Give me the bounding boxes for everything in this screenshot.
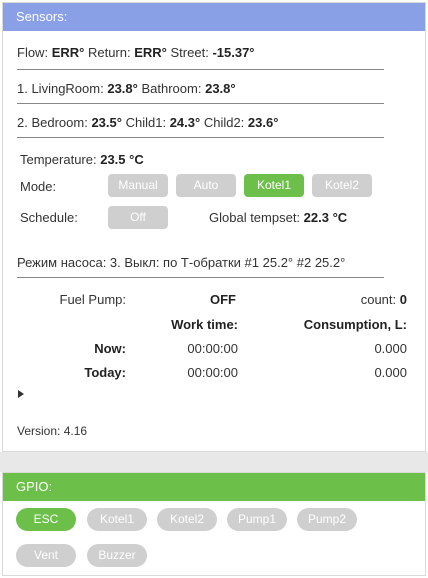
living-value: 23.8° <box>107 81 138 96</box>
gpio-header: GPIO: <box>3 473 425 501</box>
gpio-kotel1-button[interactable]: Kotel1 <box>87 508 147 531</box>
mode-kotel1-button[interactable]: Kotel1 <box>244 174 304 197</box>
street-value: -15.37° <box>212 45 254 60</box>
divider <box>17 137 384 138</box>
gpio-pump1-button[interactable]: Pump1 <box>227 508 287 531</box>
flow-value: ERR° <box>52 45 85 60</box>
global-tempset-value: 22.3 °C <box>304 210 348 225</box>
gpio-esc-button[interactable]: ESC <box>16 508 76 531</box>
now-time: 00:00:00 <box>143 341 238 356</box>
gpio-buzzer-button[interactable]: Buzzer <box>87 544 147 567</box>
section-gap <box>0 452 428 472</box>
work-time-header: Work time: <box>143 317 238 332</box>
flow-label: Flow: <box>17 45 48 60</box>
divider <box>17 277 384 278</box>
schedule-off-button[interactable]: Off <box>108 206 168 229</box>
sensor-row-room2: 2. Bedroom: 23.5° Child1: 24.3° Child2: … <box>17 115 278 130</box>
sensor-row-flow: Flow: ERR° Return: ERR° Street: -15.37° <box>17 45 255 60</box>
schedule-label: Schedule: <box>20 210 78 225</box>
fuel-pump-label: Fuel Pump: <box>23 292 126 307</box>
living-label: 1. LivingRoom: <box>17 81 104 96</box>
fuel-pump-state: OFF <box>210 292 236 307</box>
mode-label: Mode: <box>20 179 56 194</box>
today-consumption: 0.000 <box>303 365 407 380</box>
pump-mode-status: Режим насоса: 3. Выкл: по Т-обратки #1 2… <box>17 255 345 270</box>
mode-auto-button[interactable]: Auto <box>176 174 236 197</box>
child2-value: 23.6° <box>248 115 279 130</box>
fuel-count: count: 0 <box>303 292 407 307</box>
version-text: Version: 4.16 <box>17 424 87 438</box>
global-tempset-label: Global tempset: <box>209 210 300 225</box>
mode-kotel2-button[interactable]: Kotel2 <box>312 174 372 197</box>
temperature-label: Temperature: <box>20 152 97 167</box>
gpio-vent-button[interactable]: Vent <box>16 544 76 567</box>
return-value: ERR° <box>134 45 167 60</box>
child1-value: 24.3° <box>170 115 201 130</box>
mode-manual-button[interactable]: Manual <box>108 174 168 197</box>
divider <box>17 103 384 104</box>
bathroom-label: Bathroom: <box>141 81 201 96</box>
bathroom-value: 23.8° <box>205 81 236 96</box>
gpio-kotel2-button[interactable]: Kotel2 <box>157 508 217 531</box>
today-label: Today: <box>23 365 126 380</box>
temperature-row: Temperature: 23.5 °C <box>20 152 144 167</box>
global-tempset: Global tempset: 22.3 °C <box>209 210 347 225</box>
street-label: Street: <box>171 45 209 60</box>
sensors-panel: Sensors: Flow: ERR° Return: ERR° Street:… <box>2 2 426 452</box>
gpio-panel: GPIO: ESC Kotel1 Kotel2 Pump1 Pump2 Vent… <box>2 472 426 576</box>
child2-label: Child2: <box>204 115 244 130</box>
temperature-value: 23.5 °C <box>100 152 144 167</box>
sensor-row-room1: 1. LivingRoom: 23.8° Bathroom: 23.8° <box>17 81 236 96</box>
divider <box>17 69 384 70</box>
expand-toggle-icon[interactable] <box>18 390 24 398</box>
return-label: Return: <box>88 45 131 60</box>
sensors-header: Sensors: <box>3 3 425 31</box>
child1-label: Child1: <box>126 115 166 130</box>
bedroom-label: 2. Bedroom: <box>17 115 88 130</box>
consumption-header: Consumption, L: <box>263 317 407 332</box>
count-label: count: <box>361 292 396 307</box>
now-consumption: 0.000 <box>303 341 407 356</box>
gpio-pump2-button[interactable]: Pump2 <box>297 508 357 531</box>
today-time: 00:00:00 <box>143 365 238 380</box>
now-label: Now: <box>23 341 126 356</box>
bedroom-value: 23.5° <box>91 115 122 130</box>
count-value: 0 <box>400 292 407 307</box>
